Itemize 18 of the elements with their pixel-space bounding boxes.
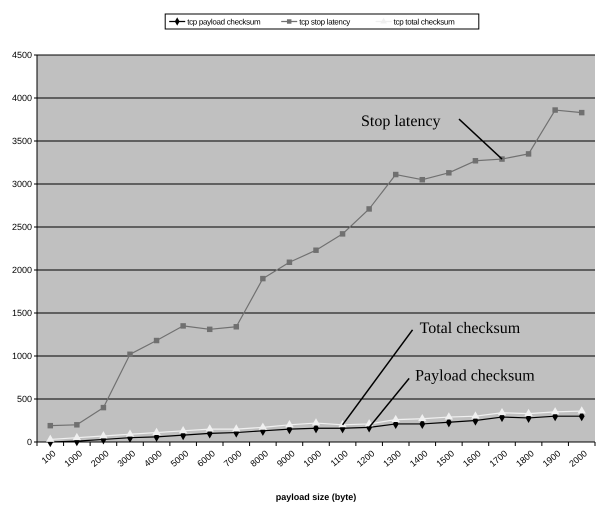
y-tick-label: 1500 (12, 308, 32, 318)
legend-label: tcp total checksum (394, 17, 456, 26)
x-axis-title: payload size (byte) (276, 492, 356, 502)
y-tick-label: 3500 (12, 136, 32, 146)
y-tick-label: 3000 (12, 179, 32, 190)
x-tick-label: 100 (40, 448, 58, 466)
y-tick-label: 500 (16, 394, 32, 404)
y-tick-label: 2500 (12, 222, 32, 232)
legend-label: tcp payload checksum (187, 17, 261, 26)
annotation: Payload checksum (415, 367, 536, 384)
annotation: Total checksum (420, 320, 521, 337)
annotation: Stop latency (361, 113, 441, 130)
y-tick-label: 2000 (12, 265, 32, 276)
y-tick-label: 1000 (12, 351, 32, 362)
legend-label: tcp stop latency (299, 17, 350, 26)
y-tick-label: 4000 (12, 93, 32, 104)
y-tick-label: 4500 (12, 50, 32, 60)
y-tick-label: 0 (26, 437, 32, 448)
